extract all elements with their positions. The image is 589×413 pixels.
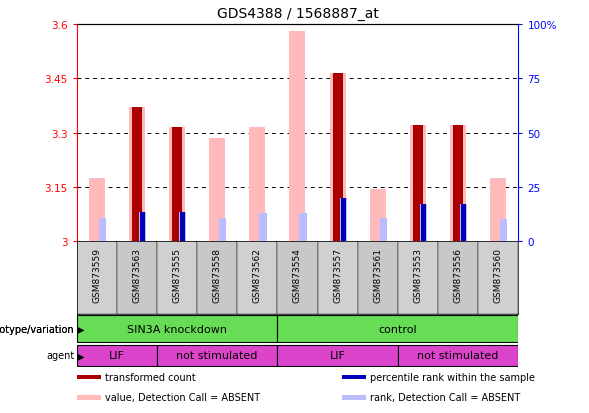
Bar xyxy=(330,74,346,242)
Text: GSM873554: GSM873554 xyxy=(293,247,302,302)
Bar xyxy=(490,178,507,242)
Bar xyxy=(358,242,398,314)
Bar xyxy=(88,178,105,242)
Bar xyxy=(77,345,157,366)
Text: GSM873553: GSM873553 xyxy=(413,247,422,302)
Title: GDS4388 / 1568887_at: GDS4388 / 1568887_at xyxy=(217,7,378,21)
Text: ▶: ▶ xyxy=(77,324,84,334)
Text: GSM873556: GSM873556 xyxy=(454,247,462,302)
Bar xyxy=(341,198,346,242)
Text: LIF: LIF xyxy=(330,351,346,361)
Bar xyxy=(398,345,518,366)
Bar xyxy=(277,242,317,314)
Text: percentile rank within the sample: percentile rank within the sample xyxy=(370,372,535,382)
Text: genotype/variation: genotype/variation xyxy=(0,324,74,334)
Bar xyxy=(420,205,427,242)
Text: agent: agent xyxy=(46,351,74,361)
Bar xyxy=(180,212,185,242)
Bar xyxy=(129,108,145,242)
Bar xyxy=(99,219,106,242)
Bar xyxy=(237,242,277,314)
Text: genotype/variation: genotype/variation xyxy=(0,324,74,334)
Text: GSM873562: GSM873562 xyxy=(253,247,262,302)
Bar xyxy=(179,212,186,242)
Bar xyxy=(157,345,277,366)
Bar xyxy=(132,108,142,242)
Bar xyxy=(340,198,347,242)
Bar xyxy=(209,139,225,242)
Bar xyxy=(478,242,518,314)
Bar xyxy=(169,128,185,242)
Bar xyxy=(299,214,307,242)
Bar xyxy=(277,345,398,366)
Text: GSM873561: GSM873561 xyxy=(373,247,382,302)
Bar xyxy=(172,128,182,242)
Bar xyxy=(219,219,226,242)
Bar xyxy=(421,205,426,242)
Bar xyxy=(77,242,117,314)
Bar xyxy=(500,220,508,242)
Bar xyxy=(461,205,466,242)
Bar xyxy=(413,126,423,242)
Text: transformed count: transformed count xyxy=(105,372,196,382)
Text: LIF: LIF xyxy=(109,351,125,361)
Text: rank, Detection Call = ABSENT: rank, Detection Call = ABSENT xyxy=(370,392,520,402)
Text: not stimulated: not stimulated xyxy=(177,351,258,361)
Bar xyxy=(77,316,277,342)
Bar xyxy=(398,242,438,314)
Bar xyxy=(259,214,266,242)
Bar xyxy=(460,205,467,242)
Text: GSM873563: GSM873563 xyxy=(133,247,141,302)
Text: GSM873559: GSM873559 xyxy=(92,247,101,302)
Text: GSM873557: GSM873557 xyxy=(333,247,342,302)
Bar xyxy=(410,126,426,242)
Bar xyxy=(342,395,366,399)
Text: GSM873560: GSM873560 xyxy=(494,247,503,302)
Bar xyxy=(370,189,386,242)
Bar xyxy=(317,242,358,314)
Bar xyxy=(453,126,463,242)
Bar xyxy=(438,242,478,314)
Text: ▶: ▶ xyxy=(77,351,84,361)
Bar xyxy=(342,375,366,379)
Bar xyxy=(139,212,146,242)
Bar xyxy=(117,242,157,314)
Text: value, Detection Call = ABSENT: value, Detection Call = ABSENT xyxy=(105,392,260,402)
Text: not stimulated: not stimulated xyxy=(418,351,499,361)
Bar xyxy=(77,375,101,379)
Bar xyxy=(289,32,306,242)
Bar xyxy=(450,126,466,242)
Bar xyxy=(277,316,518,342)
Text: SIN3A knockdown: SIN3A knockdown xyxy=(127,324,227,334)
Bar xyxy=(249,128,265,242)
Bar xyxy=(380,219,387,242)
Bar xyxy=(197,242,237,314)
Bar xyxy=(157,242,197,314)
Text: control: control xyxy=(379,324,417,334)
Text: GSM873558: GSM873558 xyxy=(213,247,221,302)
Bar xyxy=(333,74,343,242)
Bar xyxy=(77,395,101,399)
Bar xyxy=(140,212,145,242)
Text: GSM873555: GSM873555 xyxy=(173,247,181,302)
